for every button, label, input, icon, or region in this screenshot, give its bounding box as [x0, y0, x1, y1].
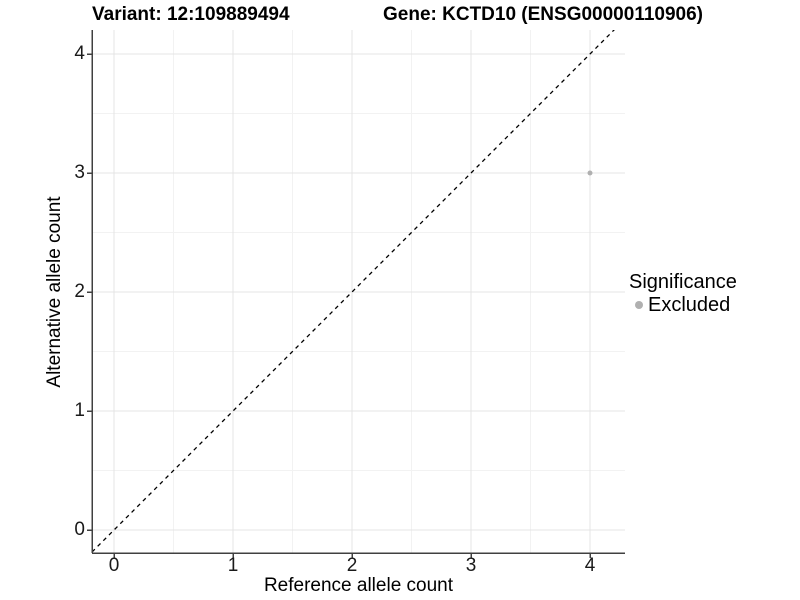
data-point: [587, 170, 593, 176]
y-tick-label: 2: [74, 281, 85, 302]
y-tick-label: 1: [74, 400, 85, 421]
y-tick-label: 3: [74, 162, 85, 183]
y-axis-title: Alternative allele count: [44, 196, 65, 388]
legend-entry: Excluded: [629, 295, 737, 315]
x-tick-label: 1: [227, 555, 239, 576]
variant-title: Variant: 12:109889494: [92, 4, 290, 25]
y-tick-label: 0: [74, 519, 85, 540]
legend-point-icon: [635, 301, 643, 309]
gene-title: Gene: KCTD10 (ENSG00000110906): [383, 4, 703, 25]
x-tick-label: 0: [108, 555, 120, 576]
y-tick-label: 4: [74, 43, 85, 64]
x-axis-title: Reference allele count: [263, 575, 454, 596]
x-tick-label: 4: [584, 555, 596, 576]
legend: Significance Excluded: [629, 271, 737, 315]
legend-entry-label: Excluded: [648, 294, 731, 316]
x-tick-label: 2: [346, 555, 358, 576]
legend-title: Significance: [629, 271, 737, 293]
x-tick-label: 3: [465, 555, 477, 576]
scatter-plot-panel: [87, 30, 625, 558]
identity-line: [92, 30, 615, 553]
